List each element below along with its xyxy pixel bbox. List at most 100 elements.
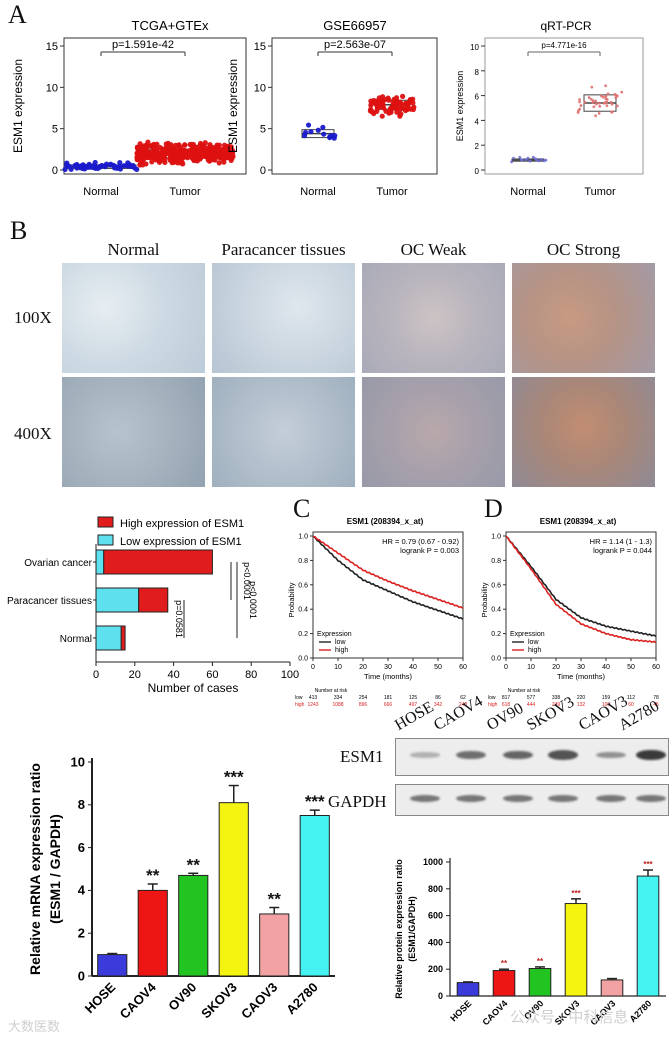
km-legend-title: Expression <box>317 631 352 638</box>
x-tick-label: SKOV3 <box>198 980 240 1022</box>
panel-letter-d: D <box>484 494 503 523</box>
data-point <box>394 109 400 115</box>
y-tick-label: 1000 <box>423 857 443 867</box>
ihc-image-strong-100x <box>512 263 655 373</box>
y-tick-label: 0.4 <box>298 607 308 614</box>
risk-value: 60 <box>628 702 634 708</box>
boxplot-gse66957: GSE66957 0 5 10 15 p=2.563e-07 Normal Tumor <box>254 18 438 198</box>
data-point <box>214 154 220 160</box>
category-label: Ovarian cancer <box>24 558 92 569</box>
y-tick-label: 0.0 <box>298 656 308 663</box>
data-point <box>609 100 613 104</box>
ihc-column-label: OC Strong <box>546 240 621 259</box>
data-point <box>397 104 403 110</box>
km-title: ESM1 (208394_x_at) <box>347 517 424 526</box>
data-point <box>578 98 581 101</box>
bar <box>492 970 516 997</box>
panel-a-boxplots: TCGA+GTEx 0 5 10 15 p=1.591e-42 Normal Tumo… <box>11 18 644 198</box>
data-point <box>594 99 598 103</box>
data-point <box>519 158 523 162</box>
data-point <box>110 162 117 168</box>
x-tick-label: 40 <box>602 664 610 671</box>
data-point <box>175 143 181 149</box>
data-point <box>405 104 411 110</box>
bar-segment <box>120 625 126 651</box>
logrank-p: logrank P = 0.044 <box>593 546 652 555</box>
x-tick-label: 0 <box>504 664 508 671</box>
bar <box>528 968 552 997</box>
km-legend-label: high <box>335 647 348 654</box>
risk-row-label: low <box>488 695 496 701</box>
y-tick-label: 400 <box>428 937 443 947</box>
y-tick-label: 0.0 <box>491 656 501 663</box>
y-tick-label: 600 <box>428 911 443 921</box>
x-tick-label: 30 <box>384 664 392 671</box>
x-tick-label: HOSE <box>82 979 119 1016</box>
km-curve-high <box>312 535 464 610</box>
y-axis-label: ESM1 expression <box>455 71 465 142</box>
data-point <box>157 154 163 160</box>
significance-stars: ** <box>268 890 282 909</box>
y-axis-label: Relative mRNA expression ratio <box>27 763 43 975</box>
significance-stars: *** <box>224 768 244 787</box>
x-tick-label: 30 <box>577 664 585 671</box>
data-point <box>149 159 155 165</box>
y-tick-label: 2 <box>475 142 480 151</box>
data-point <box>598 104 602 108</box>
y-tick-label: 200 <box>428 964 443 974</box>
data-point <box>615 104 619 108</box>
y-tick-label: 0 <box>260 165 266 177</box>
y-tick-label: 15 <box>254 41 266 53</box>
data-point <box>192 151 198 157</box>
y-tick-label: 0.8 <box>491 558 501 565</box>
data-point <box>590 85 594 89</box>
data-point <box>184 154 190 160</box>
risk-row-label: high <box>295 702 305 708</box>
data-point <box>321 131 327 137</box>
risk-header: Number at risk <box>315 688 348 694</box>
significance-label: p=0.0581 <box>174 600 184 638</box>
data-point <box>367 108 373 114</box>
bar <box>636 875 660 997</box>
risk-value: 248 <box>459 702 468 708</box>
x-tick-label: 0 <box>311 664 315 671</box>
data-point <box>368 101 375 107</box>
significance-stars: ** <box>501 959 508 968</box>
group-label: Normal <box>83 186 118 198</box>
x-tick-label: 20 <box>129 669 141 681</box>
data-point <box>531 155 535 159</box>
data-point <box>198 152 205 159</box>
significance-label: p<0.0001 <box>242 562 252 600</box>
bar-segment <box>95 549 105 575</box>
data-point <box>524 158 528 162</box>
y-tick-label: 5 <box>52 124 58 136</box>
km-plot-c: ESM1 (208394_x_at) 0.0 0.2 0.4 0.6 0.8 1.0 0 10 2… <box>287 517 468 708</box>
band-esm1 <box>503 750 533 760</box>
bar <box>259 913 290 977</box>
data-point <box>127 162 133 168</box>
data-point <box>162 159 168 166</box>
data-point <box>117 159 123 166</box>
blot-esm1 <box>395 738 669 776</box>
data-point <box>82 166 88 172</box>
risk-value: 334 <box>334 695 343 701</box>
y-tick-label: 15 <box>46 41 58 53</box>
y-tick-label: 10 <box>71 754 85 769</box>
data-point <box>98 163 105 169</box>
group-label: Normal <box>300 186 335 198</box>
data-point <box>613 92 617 96</box>
risk-value: 1088 <box>332 702 343 708</box>
x-tick-label: 10 <box>334 664 342 671</box>
data-point <box>528 159 532 163</box>
data-point <box>512 156 515 160</box>
x-tick-label: 20 <box>552 664 560 671</box>
data-point <box>589 97 593 101</box>
data-point <box>142 147 148 153</box>
boxplot-title: GSE66957 <box>323 18 387 33</box>
data-point <box>66 163 73 169</box>
risk-value: 338 <box>552 695 561 701</box>
data-point <box>390 100 396 106</box>
ihc-row-label: 100X <box>14 308 52 327</box>
data-point <box>610 110 614 114</box>
x-tick-label: 0 <box>93 669 99 681</box>
